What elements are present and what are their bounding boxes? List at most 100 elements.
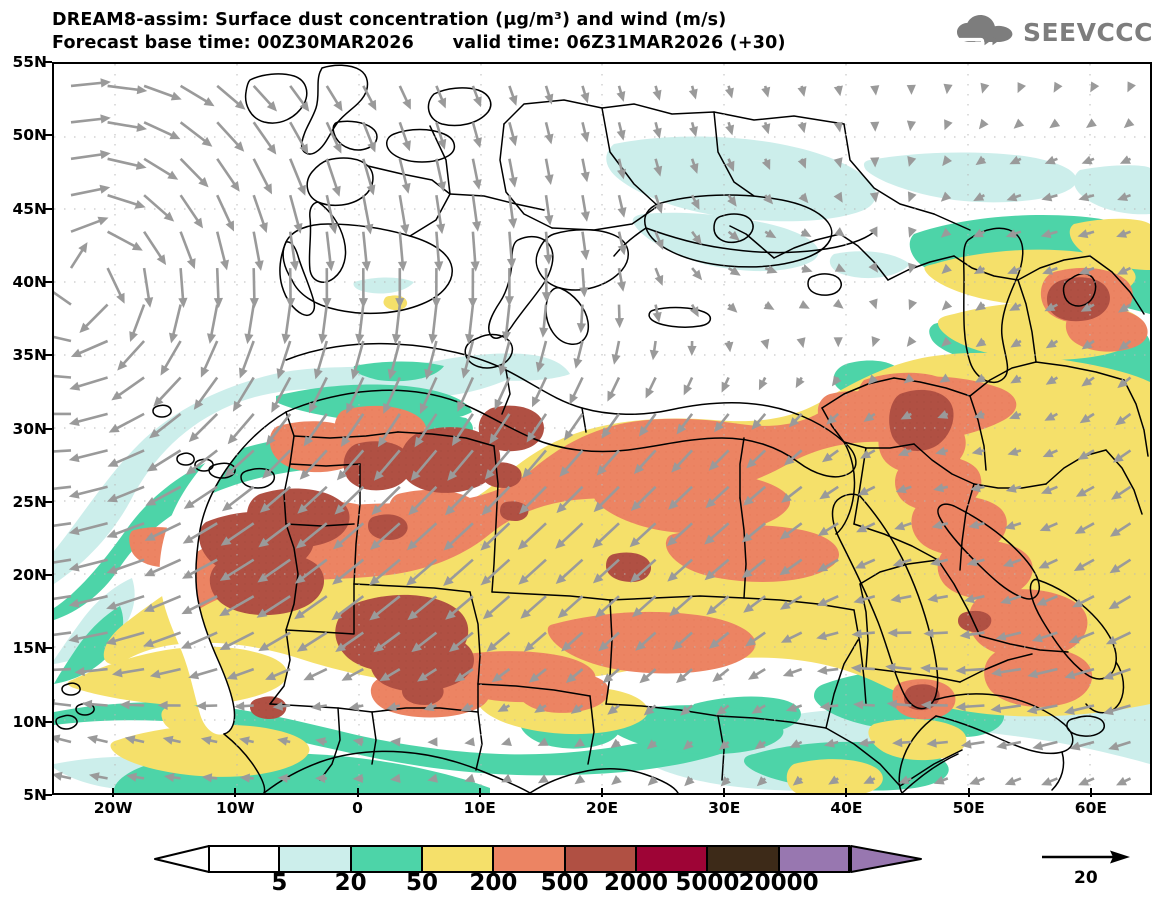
wind-arrow-head [1004,776,1016,786]
wind-arrow-head [980,82,990,94]
wind-arrow-head [461,367,471,379]
wind-arrow-head [668,499,679,510]
wind-arrow-head [705,498,716,509]
colorbar-band-1[interactable] [279,845,351,873]
wind-arrow-head [295,538,307,549]
wind-arrow-head [186,258,196,270]
wind-arrow-head [449,642,460,652]
colorbar-band-7[interactable] [707,845,779,873]
wind-arrow-head [632,607,643,618]
colorbar-bands[interactable] [208,845,850,873]
wind-arrow-head [892,558,904,567]
wind-arrow-head [160,364,170,376]
map-plot-area[interactable] [52,62,1152,795]
wind-arrow-head [497,703,509,712]
wind-arrow-head [234,141,245,152]
lon-tick-label-40E: 40E [830,799,863,817]
wind-arrow-head [1081,340,1093,350]
wind-arrow-head [598,641,609,652]
wind-arrow-head [106,529,118,538]
wind-arrow-head [964,594,975,604]
wind-arrow-shaft [54,291,72,306]
wind-arrow-head [299,143,309,155]
wind-arrow-head [366,184,376,196]
wind-arrow-head [447,470,458,481]
wind-arrow-shaft [637,449,657,471]
wind-arrow-head [1102,706,1114,716]
wind-arrow-head [907,191,917,203]
wind-arrow-head [203,97,215,107]
wind-arrow-shaft [305,413,328,443]
wind-arrow-shaft [252,194,267,228]
wind-arrow-head [358,298,368,309]
colorbar-band-2[interactable] [350,845,422,873]
wind-arrow-head [751,419,762,430]
colorbar-band-5[interactable] [564,845,636,873]
wind-arrow-head [676,423,687,435]
wind-arrow-shaft [299,522,328,546]
wind-arrow-shaft [155,667,181,677]
wind-arrow-head [472,221,482,232]
wind-arrow-shaft [521,558,547,582]
wind-arrow-shaft [533,376,548,403]
wind-arrow-head [743,495,754,506]
colorbar-band-3[interactable] [421,845,494,873]
wind-arrow-head [692,269,703,281]
wind-arrow-shaft [486,595,511,617]
colorbar[interactable] [154,845,922,873]
wind-arrow-shaft [325,158,339,192]
wind-arrow-shaft [524,595,547,616]
colorbar-band-8[interactable] [778,845,850,873]
wind-arrow-shaft [143,194,171,219]
wind-arrow-shaft [74,631,108,641]
wind-arrow-shaft [544,268,548,297]
wind-arrow-shaft [185,631,218,648]
colorbar-band-6[interactable] [635,845,708,873]
colorbar-band-0[interactable] [208,845,280,873]
wind-arrow-head [68,598,80,608]
wind-arrow-head [310,701,322,711]
colorbar-label-20: 20 [334,870,367,896]
wind-arrow-shaft [252,268,256,303]
wind-arrow-head [1009,302,1021,311]
wind-arrow-head [428,333,438,345]
wind-arrow-head [796,337,806,349]
wind-arrow-head [239,773,250,783]
wind-arrow-head [869,226,878,238]
wind-arrow-head [379,672,391,682]
dust-concentration-map [54,64,1150,793]
wind-arrow-shaft [247,304,255,339]
colorbar-band-4[interactable] [493,845,565,873]
wind-arrow-shaft [362,194,371,229]
wind-arrow-shaft [603,413,621,435]
wind-arrow-head [595,607,606,618]
wind-arrow-head [652,89,662,101]
wind-arrow-head [666,536,678,547]
wind-arrow-head [482,609,494,620]
wind-arrow-head [188,670,200,680]
wind-arrow-head [906,120,916,132]
wind-arrow-shaft [325,194,336,229]
wind-arrow-shaft [335,558,365,582]
wind-arrow-head [544,93,554,105]
wind-arrow-head [523,641,535,652]
wind-arrow-head [1042,266,1054,275]
colorbar-left-cap-icon [154,845,210,873]
wind-arrow-shaft [435,158,444,187]
wind-arrow-head [472,179,482,190]
wind-arrow-head [491,672,503,683]
wind-arrow-head [942,155,952,167]
wind-arrow-head [708,460,719,471]
wind-arrow-head [1031,633,1043,643]
wind-arrow-head [1036,597,1048,606]
wind-arrow-head [444,505,456,516]
wind-arrow-shaft [996,667,1022,675]
lon-tick-label-0: 0 [352,799,363,817]
wind-arrow-shaft [398,121,410,146]
wind-arrow-head [373,470,384,481]
wind-arrow-shaft [558,522,584,546]
wind-arrow-head [68,562,80,572]
wind-arrow-head [309,402,318,414]
wind-arrow-head [383,402,392,414]
wind-arrow-head [943,83,953,95]
